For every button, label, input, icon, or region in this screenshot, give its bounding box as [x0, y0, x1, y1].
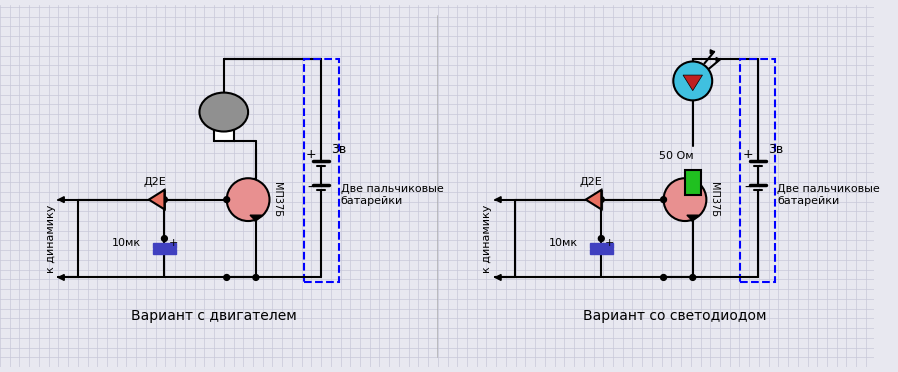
Circle shape — [661, 275, 666, 280]
Polygon shape — [495, 197, 501, 202]
Circle shape — [162, 235, 167, 241]
Circle shape — [162, 197, 167, 202]
Text: Д2Е: Д2Е — [143, 177, 166, 187]
Circle shape — [664, 178, 707, 221]
Polygon shape — [585, 190, 602, 209]
Bar — [214, 126, 233, 141]
Polygon shape — [683, 75, 702, 91]
Polygon shape — [495, 275, 501, 280]
Circle shape — [253, 275, 259, 280]
Polygon shape — [687, 215, 699, 221]
Text: –: – — [307, 181, 314, 195]
Text: 10мк: 10мк — [549, 238, 578, 248]
Bar — [590, 249, 613, 254]
Circle shape — [598, 235, 604, 241]
Circle shape — [224, 275, 230, 280]
Circle shape — [674, 61, 712, 100]
Circle shape — [598, 197, 604, 202]
Bar — [741, 58, 776, 282]
Text: 3в: 3в — [330, 142, 346, 155]
Text: Вариант с двигателем: Вариант с двигателем — [131, 310, 297, 323]
Text: +: + — [168, 238, 178, 248]
Polygon shape — [250, 215, 261, 221]
Polygon shape — [149, 190, 164, 209]
Text: МП37Б: МП37Б — [709, 182, 719, 217]
Text: 50 Ом: 50 Ом — [659, 151, 693, 161]
Text: Две пальчиковые
батарейки: Две пальчиковые батарейки — [778, 184, 880, 206]
Text: 3в: 3в — [768, 142, 783, 155]
Text: +: + — [605, 238, 614, 248]
Text: к динамику: к динамику — [482, 204, 492, 273]
Text: +: + — [743, 148, 753, 161]
Polygon shape — [58, 275, 65, 280]
Circle shape — [226, 178, 269, 221]
Text: –: – — [744, 181, 752, 195]
Bar — [153, 249, 176, 254]
Text: к динамику: к динамику — [46, 204, 56, 273]
Circle shape — [661, 197, 666, 202]
Polygon shape — [710, 50, 714, 54]
Bar — [304, 58, 339, 282]
Ellipse shape — [199, 93, 248, 132]
Text: +: + — [305, 148, 316, 161]
Circle shape — [224, 197, 230, 202]
Text: Две пальчиковые
батарейки: Две пальчиковые батарейки — [340, 184, 444, 206]
Bar — [590, 243, 613, 248]
Bar — [153, 243, 176, 248]
Polygon shape — [716, 58, 720, 61]
Text: Д2Е: Д2Е — [580, 177, 603, 187]
Text: 10мк: 10мк — [112, 238, 141, 248]
Bar — [685, 170, 700, 195]
Text: Вариант со светодиодом: Вариант со светодиодом — [584, 310, 767, 323]
Circle shape — [690, 275, 696, 280]
Text: МП37Б: МП37Б — [272, 182, 283, 217]
Polygon shape — [58, 197, 65, 202]
